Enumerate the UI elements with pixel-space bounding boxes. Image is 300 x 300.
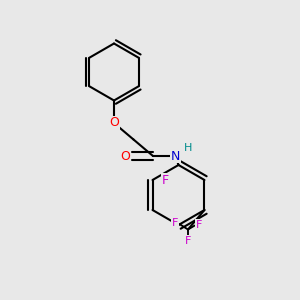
Text: O: O [121, 149, 130, 163]
Text: F: F [196, 220, 202, 230]
Text: N: N [171, 149, 180, 163]
Text: F: F [185, 236, 191, 246]
Text: H: H [184, 142, 192, 153]
Text: O: O [109, 116, 119, 130]
Text: F: F [161, 173, 169, 187]
Text: F: F [172, 218, 178, 229]
